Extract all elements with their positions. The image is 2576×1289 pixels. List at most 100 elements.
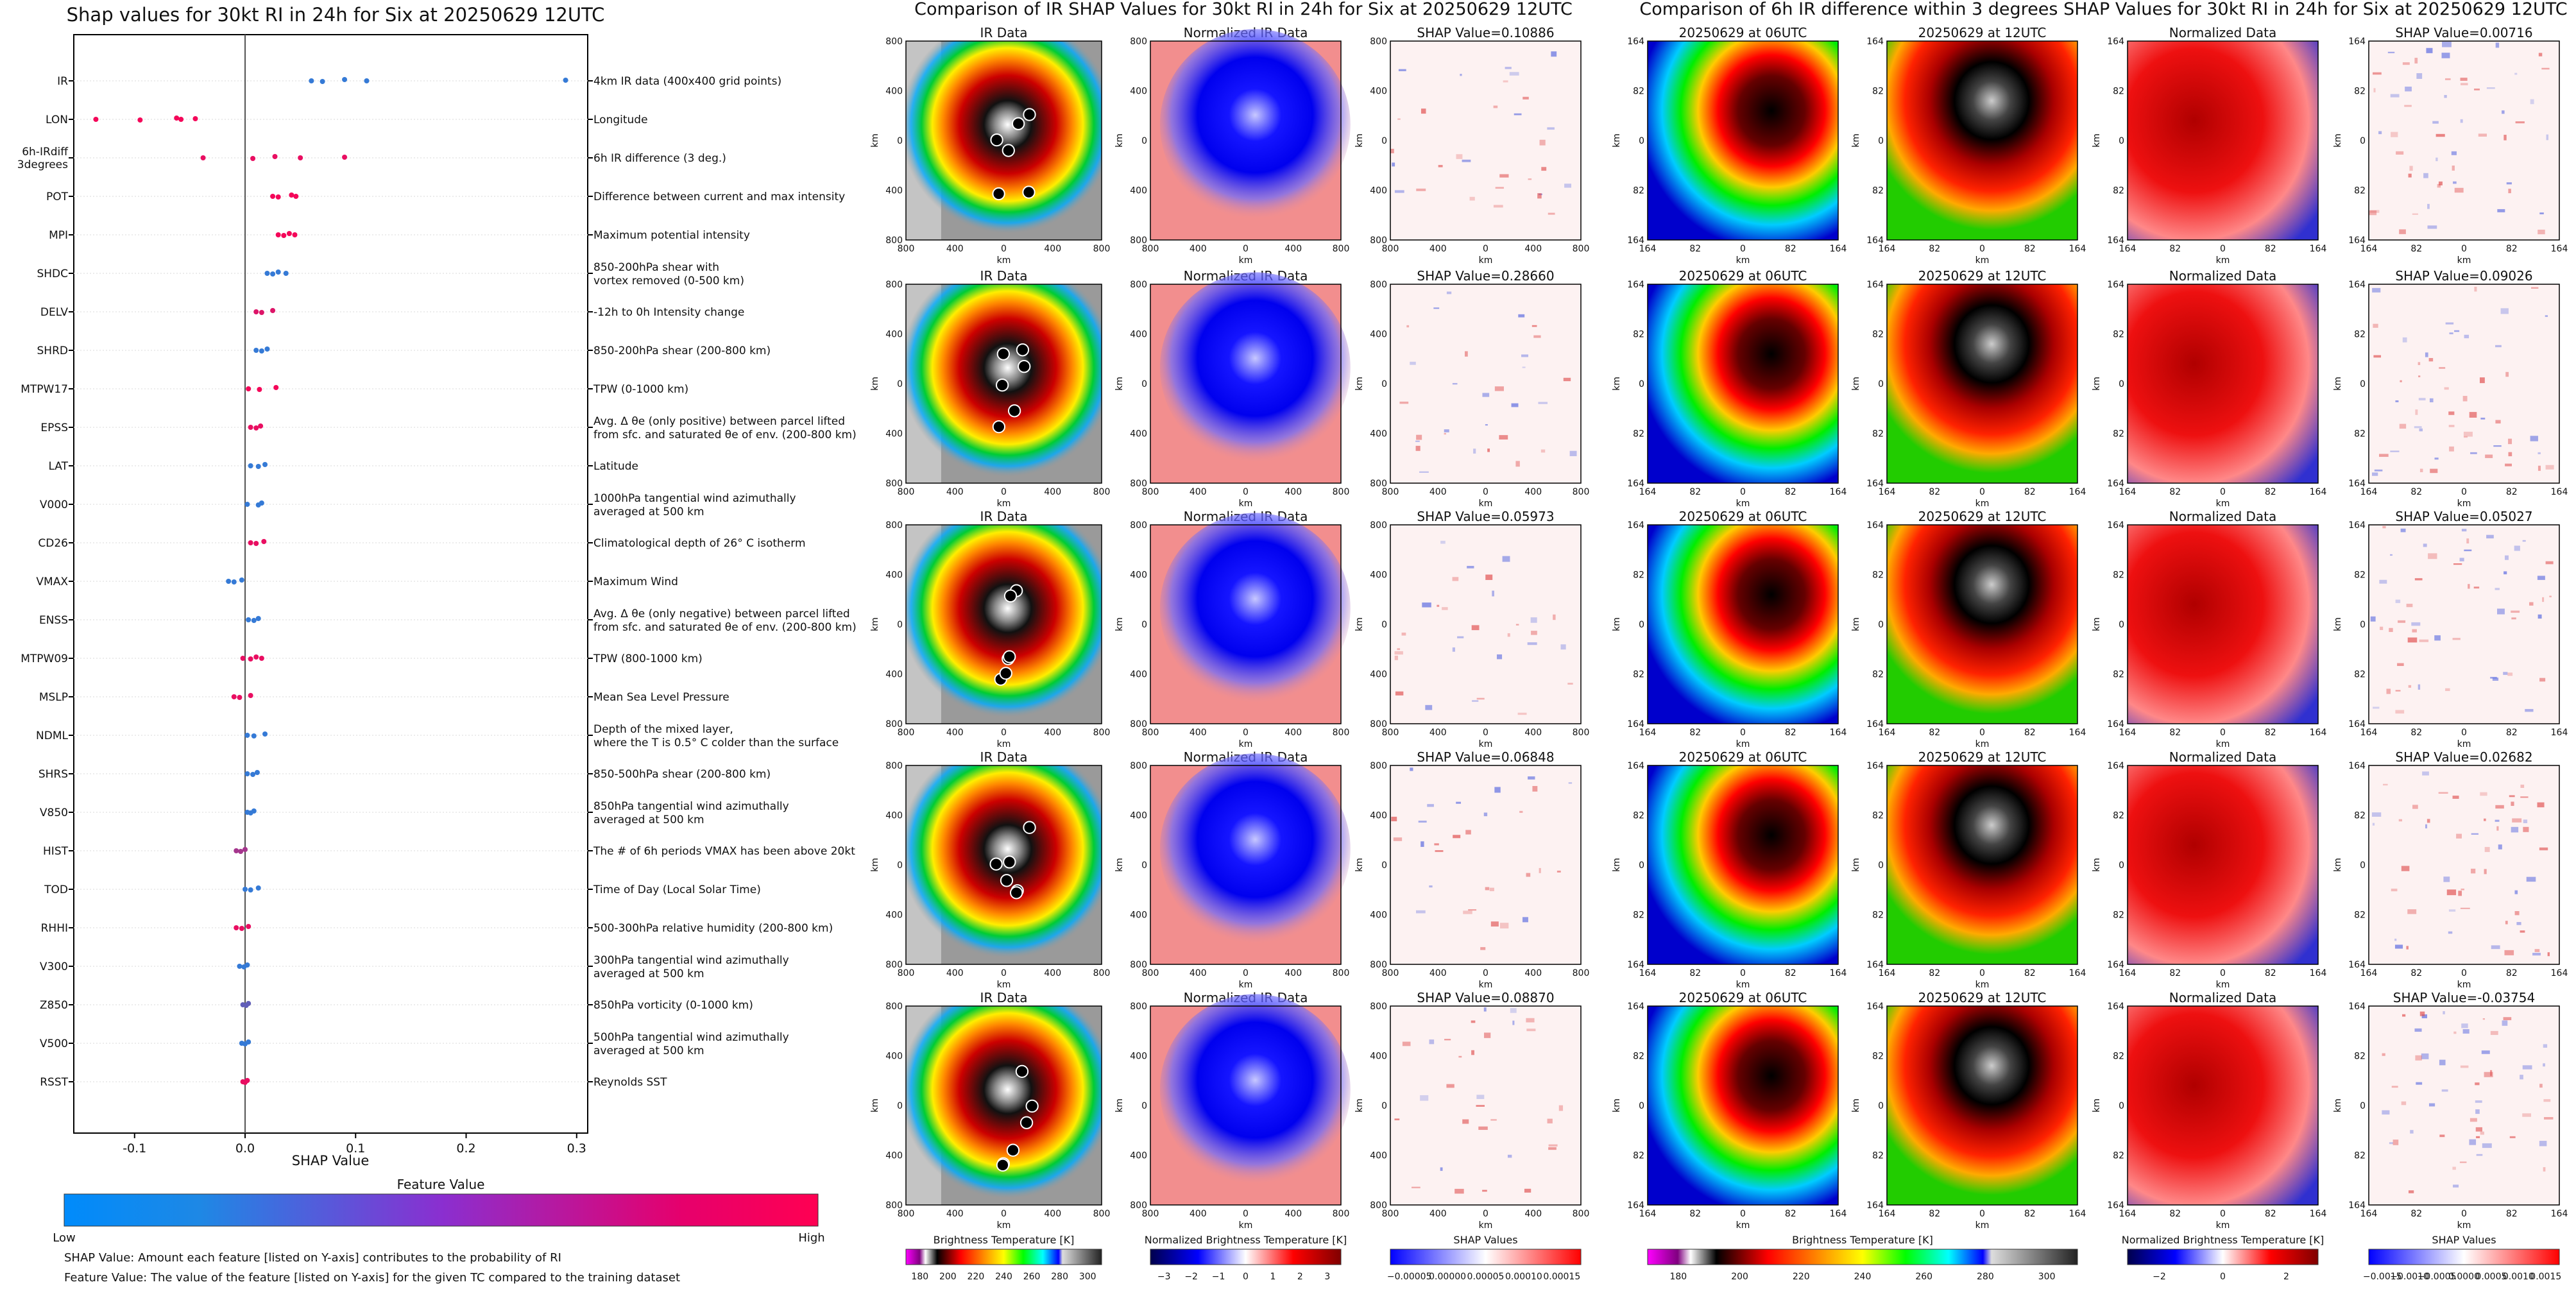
shap-speck bbox=[1487, 448, 1490, 452]
xaxis-label: km bbox=[2216, 739, 2230, 749]
shap-speck bbox=[2539, 1141, 2547, 1147]
shap-speck bbox=[2480, 377, 2485, 384]
feature-description: Reynolds SST bbox=[593, 1076, 667, 1089]
ytick-label: 82 bbox=[1872, 1151, 1884, 1161]
shap-speck bbox=[2408, 173, 2412, 178]
shap-speck bbox=[2406, 946, 2409, 950]
ytick-label: 0 bbox=[2119, 620, 2124, 630]
xtick-label: 0 bbox=[2461, 1209, 2467, 1219]
ir-cell bbox=[996, 1158, 1010, 1172]
xtick-label: 400 bbox=[1284, 1209, 1302, 1219]
panel-frame bbox=[1150, 765, 1342, 965]
shap-speck bbox=[2454, 187, 2464, 193]
xtick-label: 400 bbox=[946, 968, 964, 978]
shap-speck bbox=[1494, 787, 1501, 793]
xtick-label: 400 bbox=[1190, 1209, 1207, 1219]
xtick-label: 164 bbox=[1879, 244, 1896, 254]
ytick-label: 82 bbox=[1633, 811, 1644, 821]
shap-speck bbox=[2546, 134, 2549, 141]
xtick-label: 400 bbox=[1044, 728, 1061, 738]
xtick-label: 82 bbox=[2410, 728, 2422, 738]
shap-speck bbox=[1514, 113, 1522, 115]
xtick-label: 82 bbox=[2169, 968, 2181, 978]
xtick-label: 800 bbox=[1093, 487, 1111, 497]
feature-code-label: DELV bbox=[40, 306, 68, 319]
ytick-label: 800 bbox=[1370, 37, 1387, 47]
shap-point bbox=[255, 616, 261, 621]
panel-title: Normalized Data bbox=[2169, 25, 2277, 40]
shap-point bbox=[244, 771, 250, 776]
xtick-label: 400 bbox=[1524, 244, 1542, 254]
shap-speck bbox=[2461, 888, 2464, 891]
feature-description: TPW (800-1000 km) bbox=[593, 653, 703, 665]
shap-speck bbox=[2460, 119, 2463, 123]
colorbar-title: Normalized Brightness Temperature [K] bbox=[1145, 1234, 1347, 1246]
ytick-label: 400 bbox=[885, 670, 903, 680]
shap-speck bbox=[2452, 638, 2461, 640]
shap-speck bbox=[1510, 1008, 1517, 1013]
shap-speck bbox=[2545, 315, 2548, 318]
feature-row: POT Difference between current and max in… bbox=[46, 191, 845, 203]
xtick-label: 400 bbox=[1524, 728, 1542, 738]
shap-speck bbox=[2498, 844, 2502, 849]
shap-speck bbox=[2412, 629, 2417, 633]
shap-speck bbox=[1452, 382, 1458, 385]
shap-speck bbox=[2541, 67, 2550, 70]
diff06-field bbox=[1648, 284, 1838, 483]
ytick-label: 0 bbox=[1381, 136, 1387, 146]
panel-title: 20250629 at 12UTC bbox=[1918, 509, 2047, 524]
diff06-field bbox=[1648, 1006, 1838, 1205]
xtick-label: 82 bbox=[1929, 244, 1940, 254]
shap-speck bbox=[2462, 396, 2468, 402]
shap-speck bbox=[2373, 323, 2378, 328]
shap-speck bbox=[2400, 528, 2406, 533]
xtick-label: 0 bbox=[2461, 968, 2467, 978]
xtick-label: 164 bbox=[2360, 728, 2378, 738]
shap-point bbox=[289, 192, 294, 198]
shap-speck bbox=[2414, 58, 2418, 64]
shap-speck bbox=[2401, 1101, 2407, 1105]
shap-speck bbox=[1422, 602, 1431, 608]
ytick-label: 400 bbox=[885, 570, 903, 581]
ytick-label: 0 bbox=[897, 1101, 903, 1111]
xtick-label: 82 bbox=[1929, 487, 1940, 497]
panel-frame bbox=[1390, 524, 1582, 724]
xaxis-label: km bbox=[1239, 1220, 1253, 1231]
shap-point bbox=[239, 926, 244, 931]
shap-speck bbox=[1522, 366, 1526, 368]
xtick-label: 0 bbox=[1979, 1209, 1985, 1219]
shap-speck bbox=[2511, 617, 2516, 620]
shap-speck bbox=[2435, 157, 2438, 162]
colorbar-tick: 200 bbox=[1731, 1272, 1748, 1282]
shap-speck bbox=[2502, 1020, 2508, 1026]
feature-row: HIST The # of 6h periods VMAX has been ab… bbox=[43, 845, 855, 858]
panel-frame bbox=[1647, 765, 1839, 965]
shap-speck bbox=[2523, 819, 2528, 823]
shap-point bbox=[298, 155, 303, 160]
shap-point bbox=[251, 733, 257, 738]
shap-speck bbox=[2500, 308, 2509, 314]
xtick-label: 82 bbox=[1689, 487, 1701, 497]
ytick-label: 400 bbox=[1130, 1151, 1147, 1161]
xtick-label: 0 bbox=[1243, 244, 1249, 254]
xtick-label: 164 bbox=[2119, 487, 2137, 497]
shap-speck bbox=[2410, 1130, 2414, 1134]
shap-speck bbox=[2418, 398, 2426, 401]
panel-frame bbox=[1390, 1005, 1582, 1206]
shap-speck bbox=[2423, 543, 2427, 547]
xtick-label: 0.2 bbox=[456, 1141, 475, 1156]
shap-speck bbox=[1505, 67, 1512, 69]
yaxis-label: km bbox=[2333, 133, 2343, 148]
xaxis-label: km bbox=[2216, 255, 2230, 266]
ytick-label: 164 bbox=[1627, 1002, 1644, 1012]
shap-speck bbox=[1398, 69, 1406, 71]
shap-speck bbox=[1531, 325, 1537, 327]
shap-speck bbox=[2482, 1018, 2486, 1020]
ytick-label: 164 bbox=[2348, 1002, 2366, 1012]
shap-speck bbox=[1548, 1147, 1557, 1150]
xtick-label: 0 bbox=[1740, 968, 1746, 978]
shap-speck bbox=[2526, 876, 2536, 882]
shap-point bbox=[262, 462, 268, 467]
